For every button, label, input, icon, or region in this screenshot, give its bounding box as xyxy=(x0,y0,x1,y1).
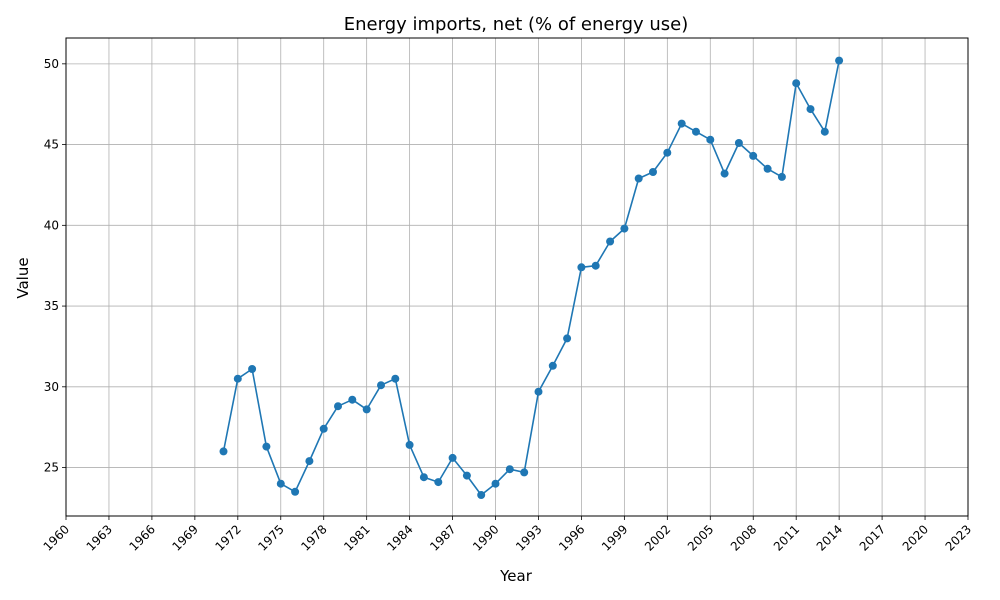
data-point xyxy=(534,387,543,396)
data-point xyxy=(720,169,729,178)
data-point xyxy=(491,479,500,488)
data-point xyxy=(520,468,529,477)
series-line-layer xyxy=(222,60,840,496)
data-point xyxy=(692,127,700,136)
data-point xyxy=(548,361,557,370)
y-tick-label: 30 xyxy=(44,380,59,394)
data-point xyxy=(362,405,371,414)
data-point xyxy=(248,365,257,373)
data-points xyxy=(219,56,844,499)
data-point xyxy=(606,237,615,246)
data-point xyxy=(348,395,357,404)
data-point xyxy=(276,479,285,488)
data-point xyxy=(262,442,271,451)
data-point xyxy=(591,261,600,270)
plot-area-frame xyxy=(65,37,969,517)
data-point xyxy=(448,453,457,462)
data-point xyxy=(291,487,300,496)
data-point xyxy=(434,478,443,487)
data-point xyxy=(792,79,801,88)
y-tick-label: 40 xyxy=(44,218,59,232)
y-axis-label: Value xyxy=(14,257,32,298)
data-point xyxy=(577,263,586,272)
data-point xyxy=(835,56,844,65)
data-point xyxy=(319,424,328,433)
y-tick-label: 50 xyxy=(44,57,59,71)
y-tick-label: 45 xyxy=(44,138,59,152)
y-tick-label: 25 xyxy=(44,461,59,475)
data-point xyxy=(663,148,672,157)
data-point xyxy=(477,491,486,499)
data-point xyxy=(749,151,758,160)
data-point xyxy=(634,174,643,183)
data-point xyxy=(820,127,829,136)
data-point xyxy=(219,447,228,456)
y-axis-ticks: 25 30 35 40 45 50 xyxy=(44,57,66,475)
data-point xyxy=(763,164,772,173)
series-line xyxy=(222,60,840,496)
chart-title: Energy imports, net (% of energy use) xyxy=(344,14,689,35)
data-point xyxy=(391,374,400,383)
data-point xyxy=(462,471,471,480)
data-point xyxy=(305,457,314,466)
data-point xyxy=(734,139,743,147)
data-point xyxy=(620,224,629,233)
data-point xyxy=(563,334,572,343)
data-point xyxy=(405,440,414,449)
data-point xyxy=(777,172,786,181)
grid-lines xyxy=(65,38,969,516)
data-point xyxy=(649,168,657,176)
data-point xyxy=(233,374,242,383)
data-point xyxy=(334,402,342,411)
data-point xyxy=(419,473,428,482)
data-point xyxy=(677,119,686,128)
data-point xyxy=(706,135,715,144)
x-axis-label: Year xyxy=(499,567,533,585)
data-point xyxy=(505,465,514,474)
y-tick-label: 35 xyxy=(44,299,59,313)
data-point xyxy=(806,105,815,114)
data-point xyxy=(377,381,385,390)
